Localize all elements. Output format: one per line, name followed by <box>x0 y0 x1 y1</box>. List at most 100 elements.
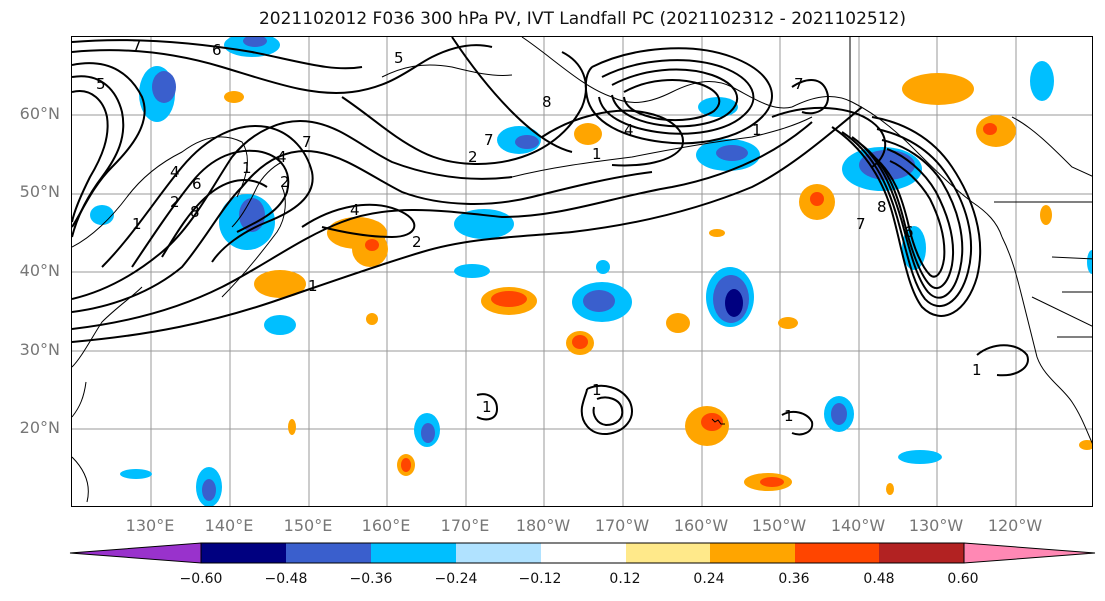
pv-contour <box>584 47 773 145</box>
pv-contour <box>580 384 633 436</box>
contour-label: 7 <box>484 131 494 149</box>
colorbar-arrow-low <box>69 542 202 564</box>
pos-blob <box>491 291 527 307</box>
lat-label-40n: 40°N <box>19 261 60 280</box>
colorbar-bin <box>541 543 626 563</box>
contour-label: 1 <box>784 407 794 425</box>
pv-contour <box>476 393 499 421</box>
colorbar-bin <box>456 543 541 563</box>
pv-contour <box>131 149 290 268</box>
lon-label-180w: 180°W <box>515 516 571 535</box>
pos-blob <box>401 458 411 472</box>
neg-blob <box>421 423 435 443</box>
contour-label: 1 <box>592 381 602 399</box>
pos-blob <box>701 413 723 431</box>
contour-label: 4 <box>277 148 287 166</box>
pos-blob <box>254 270 306 298</box>
contour-label: 1 <box>752 121 762 139</box>
taiwan-coast <box>72 381 87 418</box>
alaska-coast <box>791 96 1003 238</box>
pv-contour <box>598 59 755 135</box>
neg-blob <box>120 469 152 479</box>
neg-blob <box>90 205 114 225</box>
contour-labels: 7 5 6 4 2 1 8 1 4 7 5 6 7 4 8 1 2 1 2 4 … <box>96 37 982 425</box>
lat-label-20n: 20°N <box>19 418 60 437</box>
pos-blob <box>572 335 588 349</box>
neg-blob <box>454 264 490 278</box>
japan-coast <box>221 186 286 298</box>
pv-contour <box>161 179 268 258</box>
pv-contour <box>72 106 863 343</box>
contour-label: 7 <box>794 75 804 93</box>
lon-label-130w: 130°W <box>908 516 964 535</box>
contour-label: 4 <box>170 163 180 181</box>
colorbar-bin <box>795 543 879 563</box>
asia-coast <box>72 136 248 248</box>
pv-contour <box>841 128 972 307</box>
pv-contour <box>791 79 829 115</box>
contour-label: 6 <box>192 175 202 193</box>
colorbar-bin <box>286 543 371 563</box>
colorbar-arrow-high <box>963 542 1096 564</box>
colorbar-bin <box>201 543 286 563</box>
contour-label: 8 <box>877 198 887 216</box>
pv-contour <box>871 154 946 278</box>
contour-label: 2 <box>468 148 478 166</box>
pos-blob <box>902 73 974 105</box>
lon-label-160e: 160°E <box>361 516 411 535</box>
pv-contour <box>451 37 573 153</box>
hawaii-islands <box>711 418 725 425</box>
lon-label-150e: 150°E <box>283 516 333 535</box>
pv-contour <box>72 150 653 313</box>
colorbar-tick-label: 0.12 <box>609 571 641 587</box>
philippines-coast <box>72 456 89 503</box>
pv-contour <box>976 344 1029 377</box>
pv-contour <box>101 125 314 268</box>
neg-blob <box>515 135 539 149</box>
map-title: 2021102012 F036 300 hPa PV, IVT Landfall… <box>258 9 906 29</box>
neg-blob <box>243 37 267 47</box>
neg-blob <box>264 315 296 335</box>
map-panel[interactable]: 7 5 6 4 2 1 8 1 4 7 5 6 7 4 8 1 2 1 2 4 … <box>71 36 1093 507</box>
colorbar-outline <box>200 542 965 564</box>
contour-label: 6 <box>904 223 914 241</box>
pos-blob <box>760 477 784 487</box>
lat-label-60n: 60°N <box>19 104 60 123</box>
pv-contour <box>592 396 624 427</box>
pos-blob <box>810 192 824 206</box>
contour-label: 2 <box>170 193 180 211</box>
contour-label: 8 <box>190 203 200 221</box>
lon-label-150w: 150°W <box>751 516 807 535</box>
colorbar-tick-label: 0.60 <box>947 571 979 587</box>
contour-label: 7 <box>302 133 312 151</box>
pv-contour <box>781 410 814 436</box>
colorbar-bin <box>710 543 795 563</box>
pos-blob <box>778 317 798 329</box>
neg-blob <box>202 479 216 501</box>
contour-label: 4 <box>624 121 634 139</box>
map-canvas: 7 5 6 4 2 1 8 1 4 7 5 6 7 4 8 1 2 1 2 4 … <box>72 37 1092 506</box>
pos-blob <box>983 123 997 135</box>
neg-blob <box>583 290 615 312</box>
contour-label: 1 <box>592 145 602 163</box>
colorbar-tick-label: −0.24 <box>434 571 478 587</box>
lon-label-140e: 140°E <box>204 516 254 535</box>
pv-contours <box>72 37 1029 436</box>
lat-label-50n: 50°N <box>19 182 60 201</box>
contour-label: 8 <box>542 93 552 111</box>
pv-contour <box>72 121 813 330</box>
colorbar-tick-label: −0.12 <box>518 571 562 587</box>
pv-contour <box>541 109 684 167</box>
ivt-fill-blobs <box>90 37 1092 506</box>
lon-label-170e: 170°E <box>440 516 490 535</box>
pos-blob <box>709 229 725 237</box>
neg-blob <box>239 198 265 232</box>
neg-blob <box>1030 61 1054 101</box>
colorbar-tick-label: 0.48 <box>863 571 895 587</box>
contour-label: 5 <box>96 75 106 93</box>
contour-label: 1 <box>132 215 142 233</box>
colorbar-bin <box>626 543 710 563</box>
contour-label: 6 <box>212 41 222 59</box>
contour-label: 7 <box>856 215 866 233</box>
lat-label-30n: 30°N <box>19 340 60 359</box>
